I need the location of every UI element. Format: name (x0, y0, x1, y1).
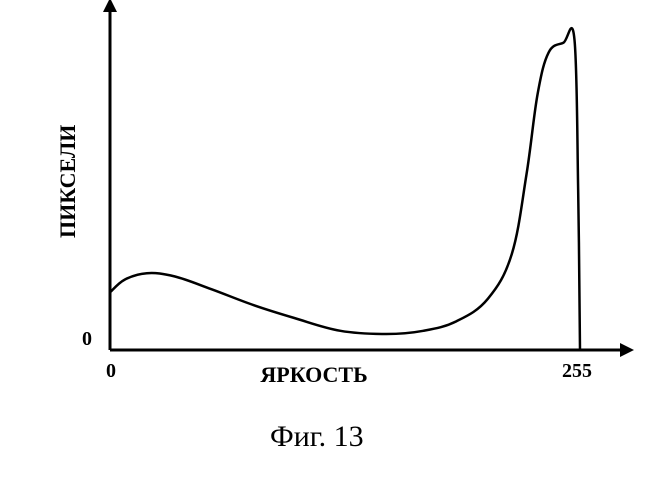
figure-container: { "chart": { "type": "line", "canvas": {… (0, 0, 650, 500)
x-tick-0: 0 (106, 360, 116, 383)
x-axis-label: ЯРКОСТЬ (260, 362, 367, 388)
y-tick-0: 0 (82, 328, 92, 351)
figure-caption: Фиг. 13 (270, 420, 364, 454)
y-axis-label: ПИКСЕЛИ (55, 125, 81, 238)
x-tick-255: 255 (562, 360, 592, 383)
